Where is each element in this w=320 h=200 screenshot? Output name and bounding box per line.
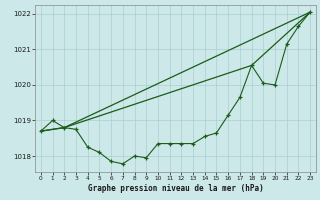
- X-axis label: Graphe pression niveau de la mer (hPa): Graphe pression niveau de la mer (hPa): [88, 184, 263, 193]
